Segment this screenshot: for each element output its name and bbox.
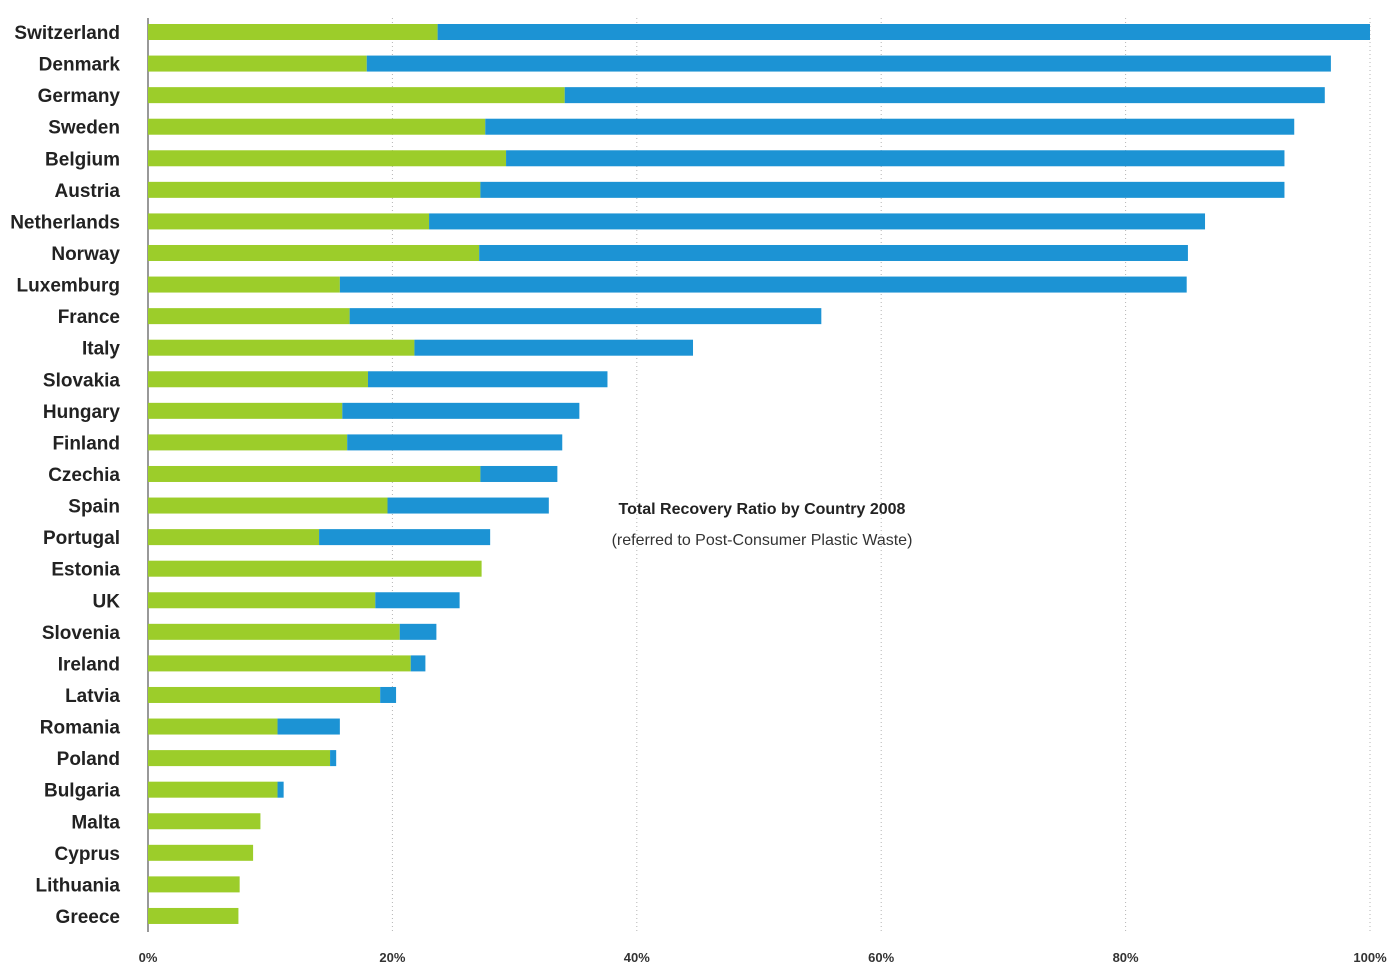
bar-segment-2 xyxy=(429,213,1206,230)
bar-segment-1 xyxy=(148,623,400,640)
x-tick-label: 60% xyxy=(868,950,894,965)
category-label: Estonia xyxy=(51,560,120,581)
bar-segment-1 xyxy=(148,907,239,924)
bar-segment-1 xyxy=(148,24,438,40)
category-label: Italy xyxy=(82,339,120,360)
category-label: Switzerland xyxy=(14,23,120,44)
category-label: Poland xyxy=(57,749,120,770)
category-label: Slovenia xyxy=(42,623,121,644)
category-label: Finland xyxy=(52,433,120,454)
bar-segment-1 xyxy=(148,308,350,325)
bar-segment-2 xyxy=(479,244,1188,261)
bar-segment-1 xyxy=(148,465,481,482)
bar-segment-1 xyxy=(148,150,507,167)
category-label: Romania xyxy=(40,718,121,739)
bar-segment-1 xyxy=(148,655,411,672)
bar-segment-1 xyxy=(148,339,415,356)
bar-segment-2 xyxy=(347,434,563,451)
category-label: Slovakia xyxy=(43,370,121,391)
bar-segment-2 xyxy=(480,465,558,482)
bar-segment-2 xyxy=(387,497,549,514)
bar-segment-2 xyxy=(319,529,491,546)
bar-segment-1 xyxy=(148,55,367,72)
bar-segment-2 xyxy=(414,339,694,356)
bar-segment-2 xyxy=(437,24,1370,40)
category-label: Spain xyxy=(68,497,120,518)
bar-segment-1 xyxy=(148,560,482,577)
category-label: UK xyxy=(93,591,121,612)
bar-segment-2 xyxy=(480,181,1285,198)
category-label: Ireland xyxy=(58,654,120,675)
x-tick-label: 80% xyxy=(1113,950,1139,965)
chart-title: Total Recovery Ratio by Country 2008 xyxy=(619,501,906,518)
category-label: France xyxy=(58,307,120,328)
bar-segment-1 xyxy=(148,844,254,861)
category-label: Netherlands xyxy=(10,212,120,233)
bar-segment-2 xyxy=(339,276,1187,293)
bar-segment-2 xyxy=(367,371,608,388)
x-tick-label: 40% xyxy=(624,950,650,965)
bar-segment-1 xyxy=(148,371,368,388)
bar-segment-1 xyxy=(148,402,343,419)
bar-segment-1 xyxy=(148,497,388,514)
chart-subtitle: (referred to Post-Consumer Plastic Waste… xyxy=(612,532,913,549)
category-label: Bulgaria xyxy=(44,781,120,802)
bar-segment-1 xyxy=(148,213,430,230)
bar-segment-2 xyxy=(349,308,822,325)
x-tick-label: 100% xyxy=(1353,950,1387,965)
bar-segment-2 xyxy=(399,623,437,640)
bar-segment-1 xyxy=(148,876,240,893)
category-label: Malta xyxy=(71,812,120,833)
category-label: Luxemburg xyxy=(17,276,120,297)
bar-segment-2 xyxy=(342,402,580,419)
category-labels: Switzerland Denmark Germany Sweden Belgium Au… xyxy=(10,23,120,928)
bar-segment-1 xyxy=(148,118,486,135)
bar-segment-1 xyxy=(148,686,381,703)
bar-segment-1 xyxy=(148,813,261,830)
x-tick-label: 20% xyxy=(379,950,405,965)
category-label: Norway xyxy=(51,244,120,265)
category-label: Austria xyxy=(55,181,121,202)
category-label: Lithuania xyxy=(36,875,121,896)
x-tick-label: 0% xyxy=(139,950,158,965)
bar-segment-2 xyxy=(506,150,1285,167)
category-label: Greece xyxy=(56,907,120,928)
category-label: Denmark xyxy=(39,55,121,76)
bars xyxy=(148,24,1370,924)
bar-segment-2 xyxy=(564,87,1325,104)
bar-segment-1 xyxy=(148,276,340,293)
bar-segment-1 xyxy=(148,529,320,546)
bar-segment-2 xyxy=(485,118,1295,135)
bar-segment-1 xyxy=(148,718,278,735)
category-label: Portugal xyxy=(43,528,120,549)
bar-segment-1 xyxy=(148,592,376,609)
bar-segment-1 xyxy=(148,87,565,104)
category-label: Germany xyxy=(38,86,121,107)
bar-segment-2 xyxy=(375,592,460,609)
bar-segment-1 xyxy=(148,244,480,261)
bar-segment-2 xyxy=(380,686,397,703)
bar-segment-2 xyxy=(277,781,284,798)
category-label: Hungary xyxy=(43,402,121,423)
bar-segment-2 xyxy=(366,55,1331,72)
bar-segment-2 xyxy=(410,655,426,672)
bar-segment-1 xyxy=(148,434,348,451)
bar-segment-2 xyxy=(330,750,337,767)
category-label: Latvia xyxy=(65,686,120,707)
category-label: Sweden xyxy=(48,118,120,139)
category-label: Cyprus xyxy=(55,844,120,865)
bar-segment-1 xyxy=(148,750,331,767)
bar-segment-1 xyxy=(148,181,481,198)
category-label: Belgium xyxy=(45,149,120,170)
category-label: Czechia xyxy=(48,465,120,486)
x-tick-labels: 0% 20% 40% 60% 80% 100% xyxy=(139,950,1387,965)
bar-segment-1 xyxy=(148,781,278,798)
bar-segment-2 xyxy=(277,718,340,735)
